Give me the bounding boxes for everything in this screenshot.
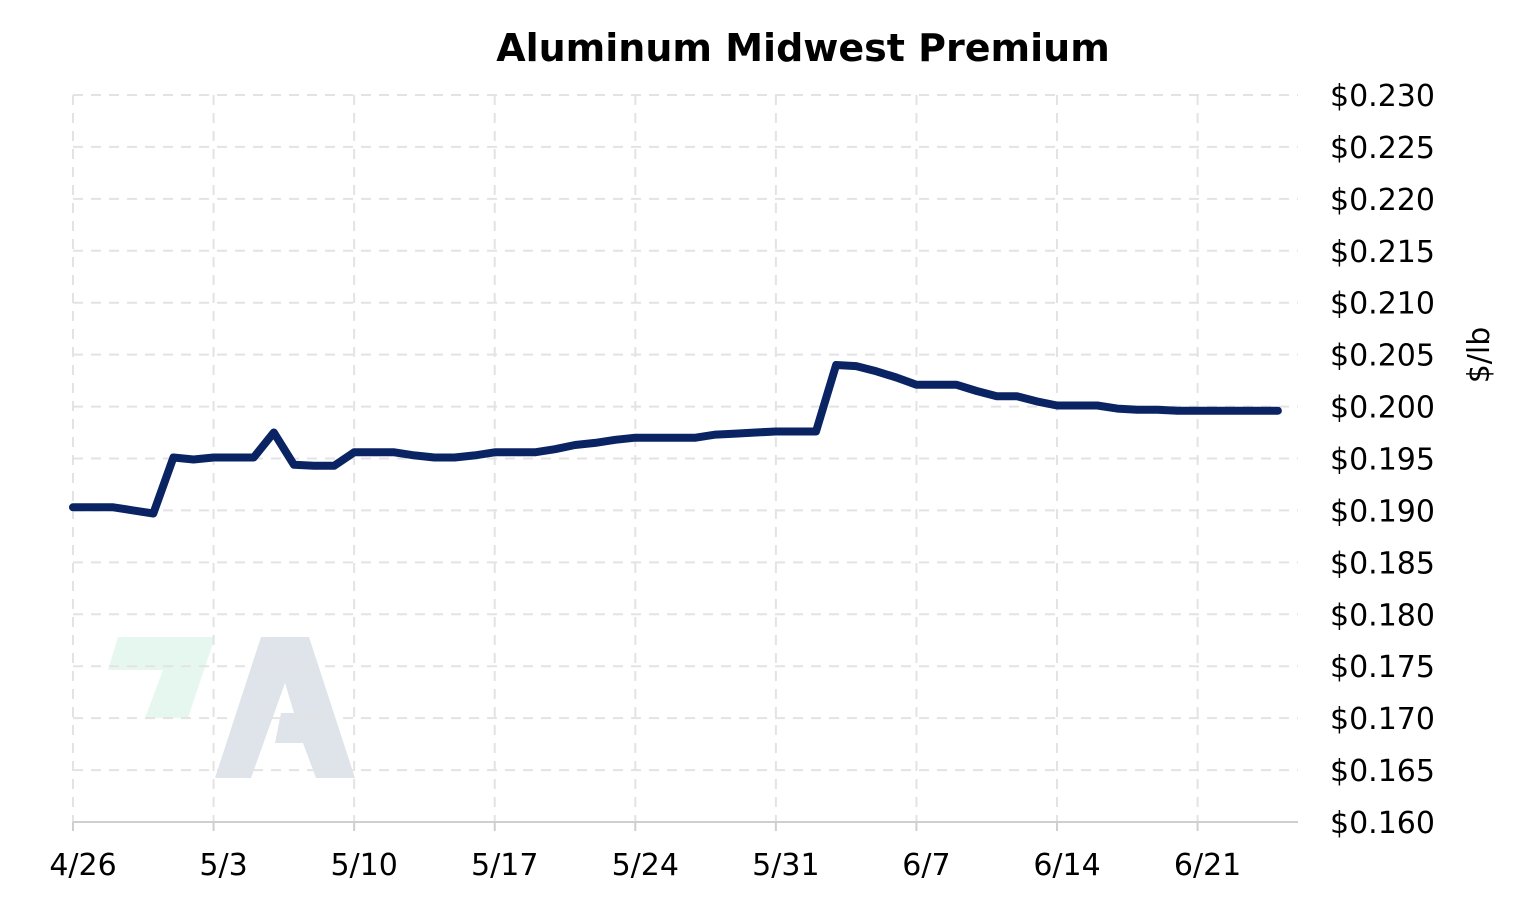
y-tick-label: $0.210 xyxy=(1330,287,1435,322)
series-line xyxy=(69,361,1282,518)
x-tick-label: 6/14 xyxy=(1033,848,1100,883)
y-tick-label: $0.230 xyxy=(1330,79,1435,114)
y-tick-label: $0.175 xyxy=(1330,650,1435,685)
logo-green-mark xyxy=(108,637,215,718)
logo-watermark xyxy=(108,637,355,778)
logo-a-mark xyxy=(215,637,355,778)
y-tick-label: $0.195 xyxy=(1330,443,1435,478)
y-tick-label: $0.170 xyxy=(1330,702,1435,737)
x-tick-label: 6/7 xyxy=(902,848,950,883)
y-tick-label: $0.180 xyxy=(1330,598,1435,633)
y-tick-label: $0.200 xyxy=(1330,391,1435,426)
y-tick-label: $0.215 xyxy=(1330,235,1435,270)
series-layer xyxy=(69,361,1282,518)
x-tick-label: 5/10 xyxy=(330,848,397,883)
x-tick-label: 4/26 xyxy=(49,848,116,883)
x-tick-label: 6/21 xyxy=(1174,848,1241,883)
x-tick-label: 5/17 xyxy=(471,848,538,883)
y-tick-label: $0.205 xyxy=(1330,339,1435,374)
y-tick-label: $0.225 xyxy=(1330,131,1435,166)
y-tick-label: $0.220 xyxy=(1330,183,1435,218)
x-tick-label: 5/31 xyxy=(752,848,819,883)
y-axis-title: $/lb xyxy=(1462,327,1497,384)
y-tick-label: $0.165 xyxy=(1330,754,1435,789)
axes: $0.160 $0.165 $0.170 $0.175 $0.180 $0.185 $0.1… xyxy=(49,79,1435,883)
x-tick-label: 5/3 xyxy=(199,848,247,883)
y-tick-label: $0.160 xyxy=(1330,806,1435,841)
x-tick-label: 5/24 xyxy=(612,848,679,883)
chart-title: Aluminum Midwest Premium xyxy=(496,26,1110,70)
y-tick-label: $0.190 xyxy=(1330,494,1435,529)
y-tick-label: $0.185 xyxy=(1330,546,1435,581)
